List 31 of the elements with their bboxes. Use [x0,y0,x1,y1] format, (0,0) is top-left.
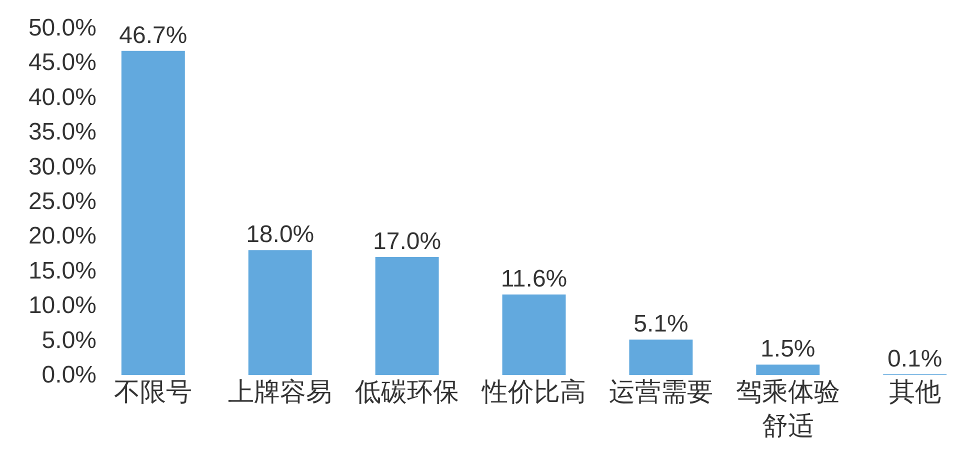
y-tick-label: 25.0% [28,188,96,215]
y-tick-label: 0.0% [42,362,96,388]
y-tick-label: 45.0% [28,49,96,76]
data-label: 17.0% [373,228,442,256]
y-tick-label: 50.0% [28,14,96,42]
bar [629,340,693,375]
data-label: 1.5% [760,336,816,363]
x-tick-label: 上牌容易 [228,376,332,406]
bar [502,294,566,375]
y-tick-label: 40.0% [28,84,96,111]
bar [121,50,185,375]
y-tick-label: 35.0% [28,118,96,146]
x-tick-label: 低碳环保 [355,376,460,406]
data-label: 18.0% [246,221,314,248]
y-tick-label: 15.0% [28,257,96,284]
bar [756,364,820,375]
x-tick-label: 其他 [888,376,941,406]
data-label: 0.1% [887,345,942,372]
data-label: 11.6% [500,265,568,292]
y-tick-label: 5.0% [42,326,96,354]
x-tick-label: 运营需要 [608,376,713,406]
data-label: 5.1% [634,310,688,338]
x-tick-label: 性价比高 [481,376,586,406]
bar [375,257,439,375]
data-label: 46.7% [119,22,188,49]
bar [248,250,312,375]
x-tick-label: 不限号 [114,376,192,406]
x-tick-label: 驾乘体验舒适 [736,376,840,440]
y-tick-label: 10.0% [28,292,96,320]
y-tick-label: 20.0% [28,222,96,250]
y-tick-label: 30.0% [28,153,96,180]
